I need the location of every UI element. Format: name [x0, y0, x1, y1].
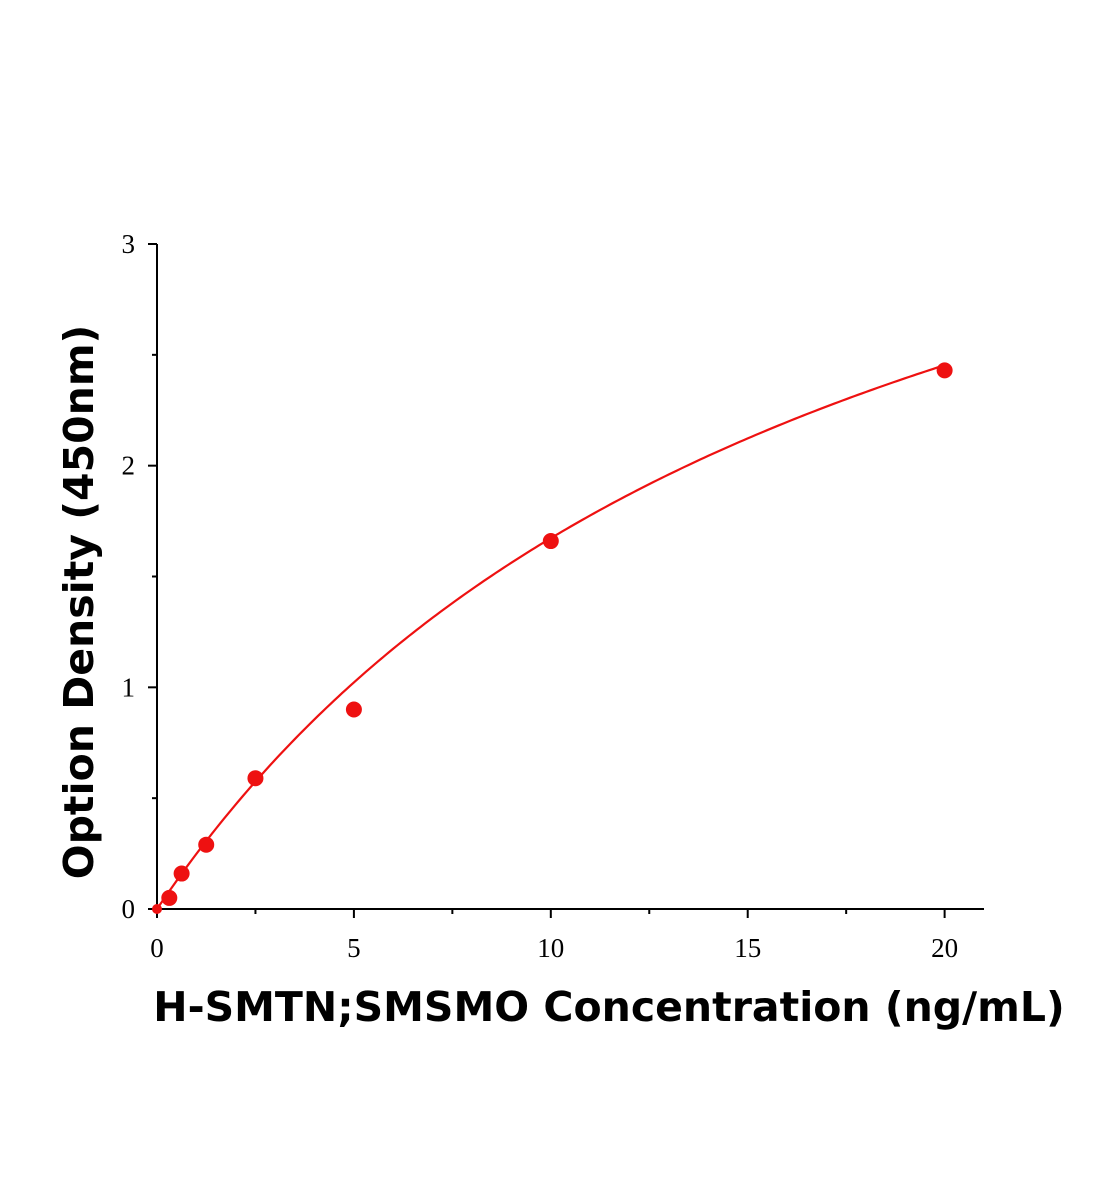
fit-curve-group: [156, 364, 945, 910]
x-axis-title: H-SMTN;SMSMO Concentration (ng/mL): [153, 983, 1064, 1031]
fit-curve: [156, 364, 945, 910]
data-point: [198, 836, 215, 853]
data-point: [173, 865, 190, 882]
axes-group: 0 5 10 15 20 0 1 2 3: [122, 229, 984, 963]
y-axis-title: Option Density (450nm): [55, 325, 103, 880]
data-point: [247, 770, 264, 787]
data-point: [936, 362, 953, 379]
y-tick-label: 0: [122, 894, 136, 924]
data-points-group: [152, 362, 953, 914]
x-tick-label: 5: [347, 933, 361, 963]
y-tick-label: 2: [122, 451, 136, 481]
x-tick-label: 0: [150, 933, 164, 963]
y-tick-label: 1: [122, 672, 136, 702]
data-point: [161, 889, 178, 906]
x-tick-label: 20: [931, 933, 958, 963]
x-tick-label: 15: [734, 933, 761, 963]
y-tick-label: 3: [122, 229, 136, 259]
data-point: [542, 533, 559, 550]
x-tick-label: 10: [537, 933, 564, 963]
data-point: [152, 904, 162, 914]
data-point: [345, 701, 362, 718]
